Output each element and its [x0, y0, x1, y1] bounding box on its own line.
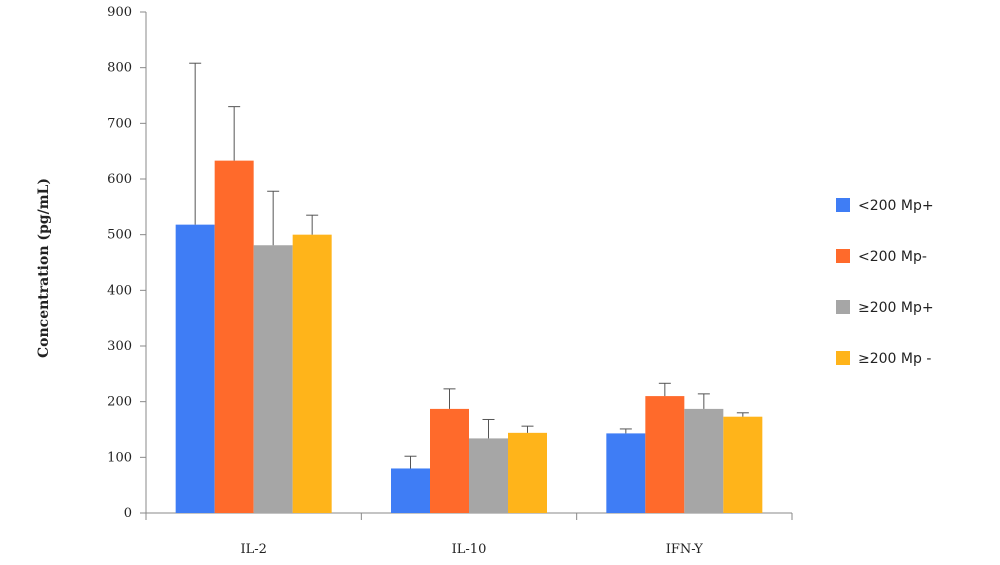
legend-swatch: [836, 249, 850, 263]
y-axis: 0 100 200 300 400 500 600 700 800 900: [107, 5, 147, 521]
bar: [469, 438, 508, 513]
bar: [214, 160, 254, 513]
y-tick-label: 400: [107, 283, 132, 298]
bar: [508, 432, 547, 513]
y-tick-label: 600: [107, 172, 132, 187]
y-tick-label: 800: [107, 61, 132, 76]
bar: [430, 408, 469, 513]
legend-label: <200 Mp+: [858, 198, 934, 214]
legend: <200 Mp+ <200 Mp- ≥200 Mp+ ≥200 Mp -: [836, 198, 934, 367]
error-bars: [189, 62, 749, 469]
bar: [606, 433, 646, 513]
legend-label: ≥200 Mp -: [858, 351, 931, 367]
bar: [175, 224, 215, 513]
bars: [175, 160, 763, 513]
x-axis: IL-2 IL-10 IFN-Y: [145, 512, 793, 557]
bar: [645, 396, 685, 513]
y-axis-title: Concentration (pg/mL): [36, 178, 52, 358]
y-tick-label: 200: [107, 395, 132, 410]
x-category-label: IFN-Y: [666, 542, 703, 557]
legend-swatch: [836, 198, 850, 212]
legend-swatch: [836, 351, 850, 365]
legend-label: <200 Mp-: [858, 249, 927, 265]
bar: [391, 468, 430, 513]
bar: [723, 416, 763, 513]
y-tick-label: 100: [107, 450, 132, 465]
y-tick-label: 0: [124, 506, 132, 521]
y-tick-label: 500: [107, 228, 132, 243]
legend-label: ≥200 Mp+: [858, 300, 934, 316]
y-tick-label: 300: [107, 339, 132, 354]
bar: [684, 408, 724, 513]
x-category-label: IL-10: [452, 542, 487, 557]
x-category-label: IL-2: [240, 542, 266, 557]
bar: [292, 234, 332, 513]
y-tick-label: 900: [107, 5, 132, 20]
y-tick-label: 700: [107, 116, 132, 131]
legend-swatch: [836, 300, 850, 314]
bar: [253, 245, 293, 513]
